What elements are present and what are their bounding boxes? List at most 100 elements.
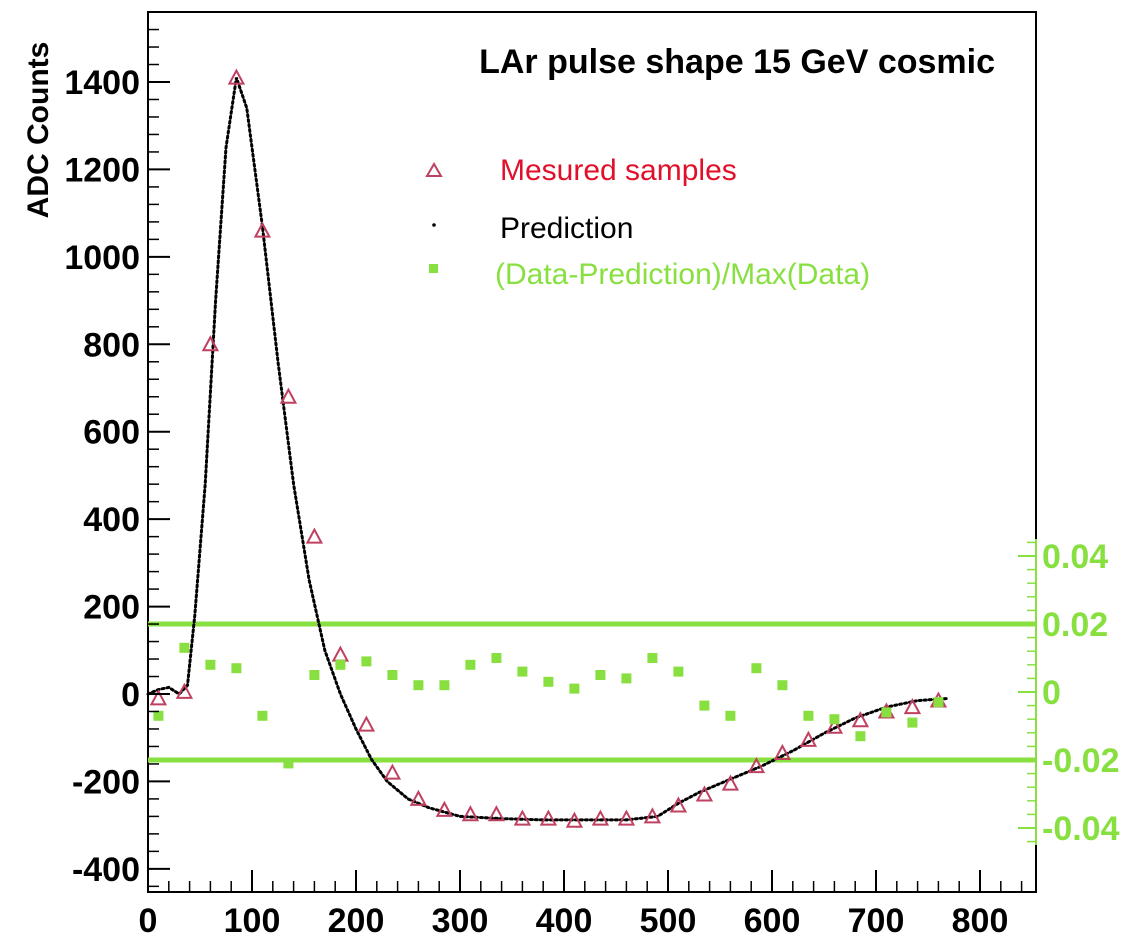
prediction-series bbox=[146, 77, 951, 822]
measured-point bbox=[201, 335, 220, 352]
y-tick-label: 1000 bbox=[64, 239, 140, 277]
x-tick-label: 600 bbox=[744, 902, 801, 940]
right-tick-label: -0.02 bbox=[1042, 742, 1120, 780]
measured-point bbox=[435, 800, 454, 817]
measured-point bbox=[643, 807, 662, 824]
measured-point bbox=[903, 698, 922, 715]
y-tick-label: 0 bbox=[121, 676, 140, 714]
measured-point bbox=[695, 785, 714, 802]
residual-point bbox=[933, 697, 944, 708]
residual-point bbox=[751, 663, 762, 674]
x-tick-label: 200 bbox=[328, 902, 385, 940]
right-axis: -0.04 -0.02 0 0.02 0.04 bbox=[1018, 538, 1120, 848]
residual-point bbox=[309, 670, 320, 680]
legend-label-prediction: Prediction bbox=[500, 212, 633, 245]
residual-point bbox=[179, 642, 190, 653]
measured-point bbox=[773, 743, 792, 761]
measured-point bbox=[669, 796, 688, 813]
residual-point bbox=[413, 680, 424, 691]
measured-point bbox=[409, 789, 428, 806]
right-tick-label: -0.04 bbox=[1042, 810, 1120, 848]
x-tick-label: 300 bbox=[432, 902, 489, 940]
measured-point bbox=[279, 387, 298, 404]
residual-point bbox=[569, 683, 580, 694]
residual-point bbox=[361, 656, 372, 667]
measured-point bbox=[487, 805, 506, 822]
measured-point bbox=[461, 805, 480, 822]
legend-marker-residual bbox=[429, 264, 438, 273]
y-tick-label: 800 bbox=[83, 326, 140, 364]
plot-frame bbox=[147, 11, 1037, 893]
plot-border bbox=[147, 11, 1037, 893]
legend-label-measured: Mesured samples bbox=[500, 154, 737, 187]
right-tick-label: 0.02 bbox=[1042, 606, 1108, 644]
measured-point bbox=[799, 730, 818, 747]
x-tick-label: 400 bbox=[536, 902, 593, 940]
residual-point bbox=[725, 710, 736, 721]
residual-point bbox=[673, 666, 684, 677]
measured-point bbox=[357, 715, 376, 732]
measured-point bbox=[721, 774, 740, 791]
y-axis-label: ADC Counts bbox=[22, 42, 55, 219]
y-tick-label: 1400 bbox=[64, 64, 140, 102]
measured-point bbox=[591, 809, 610, 826]
right-tick-label: 0 bbox=[1042, 674, 1061, 712]
residual-point bbox=[465, 659, 476, 670]
legend-label-residual: (Data-Prediction)/Max(Data) bbox=[495, 258, 870, 291]
y-tick-label: -200 bbox=[72, 763, 140, 801]
y-tick-label: 1200 bbox=[64, 151, 140, 189]
x-tick-label: 700 bbox=[848, 902, 905, 940]
residual-point bbox=[647, 653, 658, 663]
measured-point bbox=[253, 221, 272, 238]
residual-point bbox=[491, 653, 502, 663]
residual-point bbox=[439, 680, 450, 691]
measured-point bbox=[825, 717, 844, 734]
measured-point bbox=[565, 811, 584, 828]
residual-point bbox=[907, 717, 918, 728]
measured-point bbox=[227, 68, 246, 85]
residual-point bbox=[153, 710, 164, 721]
residual-point bbox=[829, 714, 840, 725]
residual-point bbox=[621, 673, 632, 684]
residual-point bbox=[699, 700, 710, 711]
measured-point bbox=[539, 809, 558, 826]
reference-lines bbox=[148, 621, 1036, 763]
x-axis-ticks: 0 100 200 300 400 500 600 700 800 bbox=[139, 870, 1023, 940]
residual-point bbox=[257, 710, 268, 721]
legend-marker-measured bbox=[425, 162, 443, 177]
right-tick-label: 0.04 bbox=[1042, 538, 1108, 576]
measured-point bbox=[513, 809, 532, 826]
y-tick-label: 600 bbox=[83, 414, 140, 452]
legend: Mesured samples Prediction (Data-Predict… bbox=[425, 154, 870, 291]
measured-point bbox=[383, 763, 402, 780]
legend-marker-prediction bbox=[432, 223, 436, 227]
residual-point bbox=[803, 710, 814, 721]
residual-point bbox=[777, 680, 788, 691]
residual-point bbox=[205, 659, 216, 670]
residual-point bbox=[881, 707, 892, 718]
x-tick-label: 800 bbox=[952, 902, 1009, 940]
residual-point bbox=[595, 670, 606, 680]
measured-point bbox=[747, 757, 766, 774]
measured-point bbox=[305, 527, 324, 544]
measured-point bbox=[175, 682, 194, 699]
residual-point bbox=[283, 758, 294, 769]
x-tick-label: 100 bbox=[224, 902, 281, 940]
residual-point bbox=[855, 731, 866, 742]
x-tick-label: 500 bbox=[640, 902, 697, 940]
y-axis-ticks: -400 -200 0 200 400 600 800 1000 1200 1400 bbox=[64, 28, 170, 889]
prediction-curve bbox=[146, 77, 951, 822]
y-tick-label: 400 bbox=[83, 501, 140, 539]
measured-point bbox=[149, 689, 168, 706]
residual-point bbox=[543, 676, 554, 687]
measured-point bbox=[617, 809, 636, 826]
y-tick-label: -400 bbox=[72, 851, 140, 889]
y-tick-label: 200 bbox=[83, 589, 140, 627]
residual-point bbox=[231, 663, 242, 674]
chart-title: LAr pulse shape 15 GeV cosmic bbox=[479, 43, 995, 81]
measured-point bbox=[851, 711, 870, 728]
residual-point bbox=[335, 659, 346, 670]
residual-series bbox=[153, 642, 944, 769]
residual-point bbox=[387, 670, 398, 680]
